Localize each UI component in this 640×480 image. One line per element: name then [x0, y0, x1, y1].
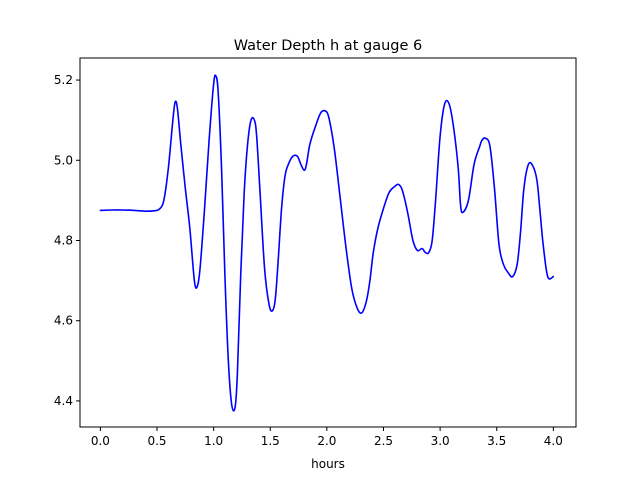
x-axis: 0.0 0.5 1.0 1.5 2.0 2.5 3.0 3.5 4.0 [91, 427, 563, 448]
axes-frame [79, 57, 577, 428]
x-tick-label: 2.0 [317, 434, 336, 448]
plot-area [99, 74, 555, 412]
y-tick-label: 5.2 [54, 73, 73, 87]
x-tick-label: 0.5 [147, 434, 166, 448]
x-tick-label: 2.5 [374, 434, 393, 448]
x-tick-label: 3.0 [431, 434, 450, 448]
x-tick-label: 1.0 [204, 434, 223, 448]
y-axis: 4.4 4.6 4.8 5.0 5.2 [54, 73, 80, 408]
x-tick-label: 3.5 [487, 434, 506, 448]
y-tick-label: 4.4 [54, 394, 73, 408]
x-tick-label: 0.0 [91, 434, 110, 448]
x-tick-label: 1.5 [261, 434, 280, 448]
chart-title: Water Depth h at gauge 6 [234, 38, 422, 54]
x-tick-label: 4.0 [544, 434, 563, 448]
y-tick-label: 4.8 [54, 233, 73, 247]
x-axis-label: hours [311, 457, 345, 471]
y-tick-label: 4.6 [54, 314, 73, 328]
y-tick-label: 5.0 [54, 153, 73, 167]
series-line [99, 74, 555, 412]
